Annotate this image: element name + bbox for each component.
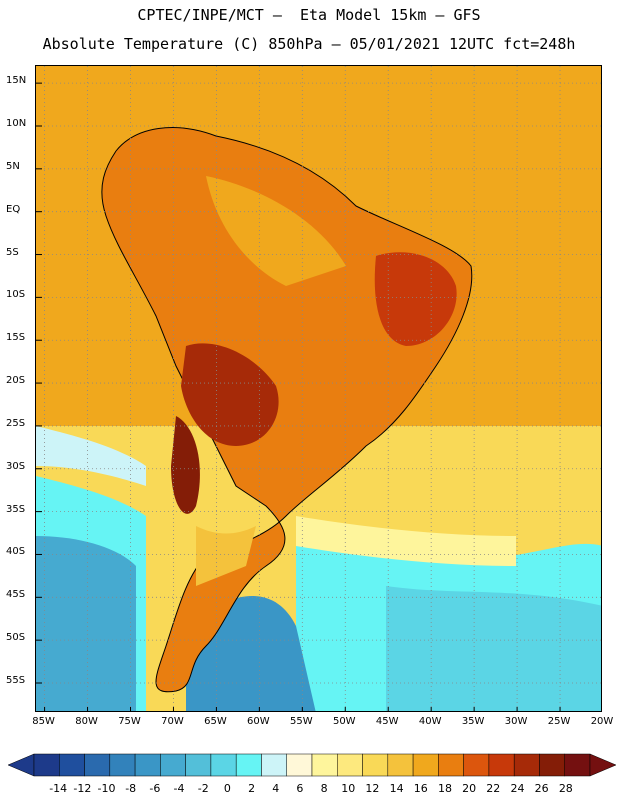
lon-label: 80W xyxy=(75,716,98,727)
lon-label: 25W xyxy=(547,716,571,727)
colorbar-swatch xyxy=(235,753,262,777)
temperature-map xyxy=(35,65,602,712)
colorbar-label: -12 xyxy=(73,782,92,795)
colorbar-swatch xyxy=(160,753,186,777)
colorbar-label: 6 xyxy=(296,782,304,795)
lon-label: 55W xyxy=(290,716,313,727)
colorbar-swatch xyxy=(412,753,439,777)
colorbar-swatch xyxy=(438,753,464,777)
colorbar-label: -4 xyxy=(173,782,185,795)
lat-label: 10S xyxy=(6,289,26,301)
colorbar-swatch xyxy=(337,753,363,777)
lat-label: EQ xyxy=(6,203,21,215)
neutral-band xyxy=(36,426,146,486)
lat-label: 50S xyxy=(6,632,26,644)
lat-label: 15S xyxy=(6,332,26,344)
frame-ticks xyxy=(36,82,561,711)
lon-label: 60W xyxy=(247,716,270,727)
colorbar-label: 24 xyxy=(510,782,525,795)
colorbar-swatch xyxy=(286,753,313,777)
lon-label: 70W xyxy=(161,716,184,727)
colorbar-label: -14 xyxy=(49,782,68,795)
lon-label: 20W xyxy=(590,716,614,727)
lat-label: 35S xyxy=(6,503,26,515)
colorbar-swatch xyxy=(387,753,414,777)
colorbar-label: 22 xyxy=(486,782,501,795)
hot-core-northeast xyxy=(374,252,457,346)
colorbar-swatch xyxy=(539,753,565,777)
colorbar-swatch xyxy=(33,753,60,777)
graticule xyxy=(36,66,601,711)
colorbar-swatch xyxy=(59,753,85,777)
colorbar-label: 4 xyxy=(272,782,280,795)
lon-label: 45W xyxy=(375,716,399,727)
map-title-line2: Absolute Temperature (C) 850hPa – 05/01/… xyxy=(42,35,576,53)
cold-core-pacific xyxy=(36,536,136,711)
hot-core-andes xyxy=(171,416,200,514)
colorbar-label: 26 xyxy=(534,782,549,795)
color-scale-bar xyxy=(7,753,617,777)
warm-north-region xyxy=(206,176,346,286)
colorbar-label: 18 xyxy=(437,782,452,795)
lat-label: 5S xyxy=(6,246,19,258)
warm-southern-cone xyxy=(196,526,256,586)
colorbar-swatch xyxy=(134,753,161,777)
colorbar-swatch xyxy=(109,753,136,777)
colorbar-swatch xyxy=(463,753,490,777)
colorbar-label: 0 xyxy=(223,782,231,795)
colorbar-label: 2 xyxy=(248,782,256,795)
colorbar-arrow-right xyxy=(589,753,617,777)
colorbar-swatch xyxy=(84,753,111,777)
lat-label: 5N xyxy=(6,160,20,172)
temperature-map-canvas xyxy=(36,66,601,711)
lon-label: 35W xyxy=(461,716,485,727)
lat-label: 55S xyxy=(6,675,26,686)
cold-region-southeast xyxy=(386,586,601,711)
lat-label: 40S xyxy=(6,546,26,558)
colorbar-swatch xyxy=(210,753,237,777)
colorbar-arrow-left xyxy=(7,753,35,777)
colorbar-label: 28 xyxy=(558,782,573,795)
lat-label: 30S xyxy=(6,460,26,472)
colorbar-swatch xyxy=(488,753,515,777)
hot-core-central xyxy=(181,343,279,446)
lon-label: 40W xyxy=(418,716,442,727)
lat-label: 45S xyxy=(6,589,26,601)
colorbar-label: -6 xyxy=(149,782,161,795)
colorbar-label: 14 xyxy=(389,782,404,795)
lon-label: 85W xyxy=(32,716,55,727)
colorbar-label: 8 xyxy=(320,782,328,795)
colorbar-swatch xyxy=(513,753,540,777)
colorbar-swatch xyxy=(564,753,591,777)
lat-label: 25S xyxy=(6,417,26,429)
colorbar-label: 12 xyxy=(365,782,380,795)
colorbar-label: -2 xyxy=(197,782,209,795)
pale-band-south xyxy=(296,516,516,566)
colorbar-label: -10 xyxy=(97,782,116,795)
colorbar-label: 20 xyxy=(462,782,477,795)
lon-label: 75W xyxy=(118,716,141,727)
lon-label: 65W xyxy=(204,716,227,727)
map-title-line1: CPTEC/INPE/MCT – Eta Model 15km – GFS xyxy=(137,6,481,24)
lon-label: 50W xyxy=(332,716,356,727)
colorbar-swatch xyxy=(185,753,212,777)
colorbar-label: 10 xyxy=(341,782,356,795)
lon-label: 30W xyxy=(504,716,528,727)
lat-label: 10N xyxy=(6,117,27,129)
colorbar-swatch xyxy=(311,753,338,777)
colorbar-label: -8 xyxy=(125,782,137,795)
colorbar-swatch xyxy=(261,753,287,777)
colorbar-label: 16 xyxy=(413,782,428,795)
colorbar-swatch xyxy=(362,753,389,777)
lat-label: 15N xyxy=(6,75,27,87)
lat-label: 20S xyxy=(6,375,26,387)
